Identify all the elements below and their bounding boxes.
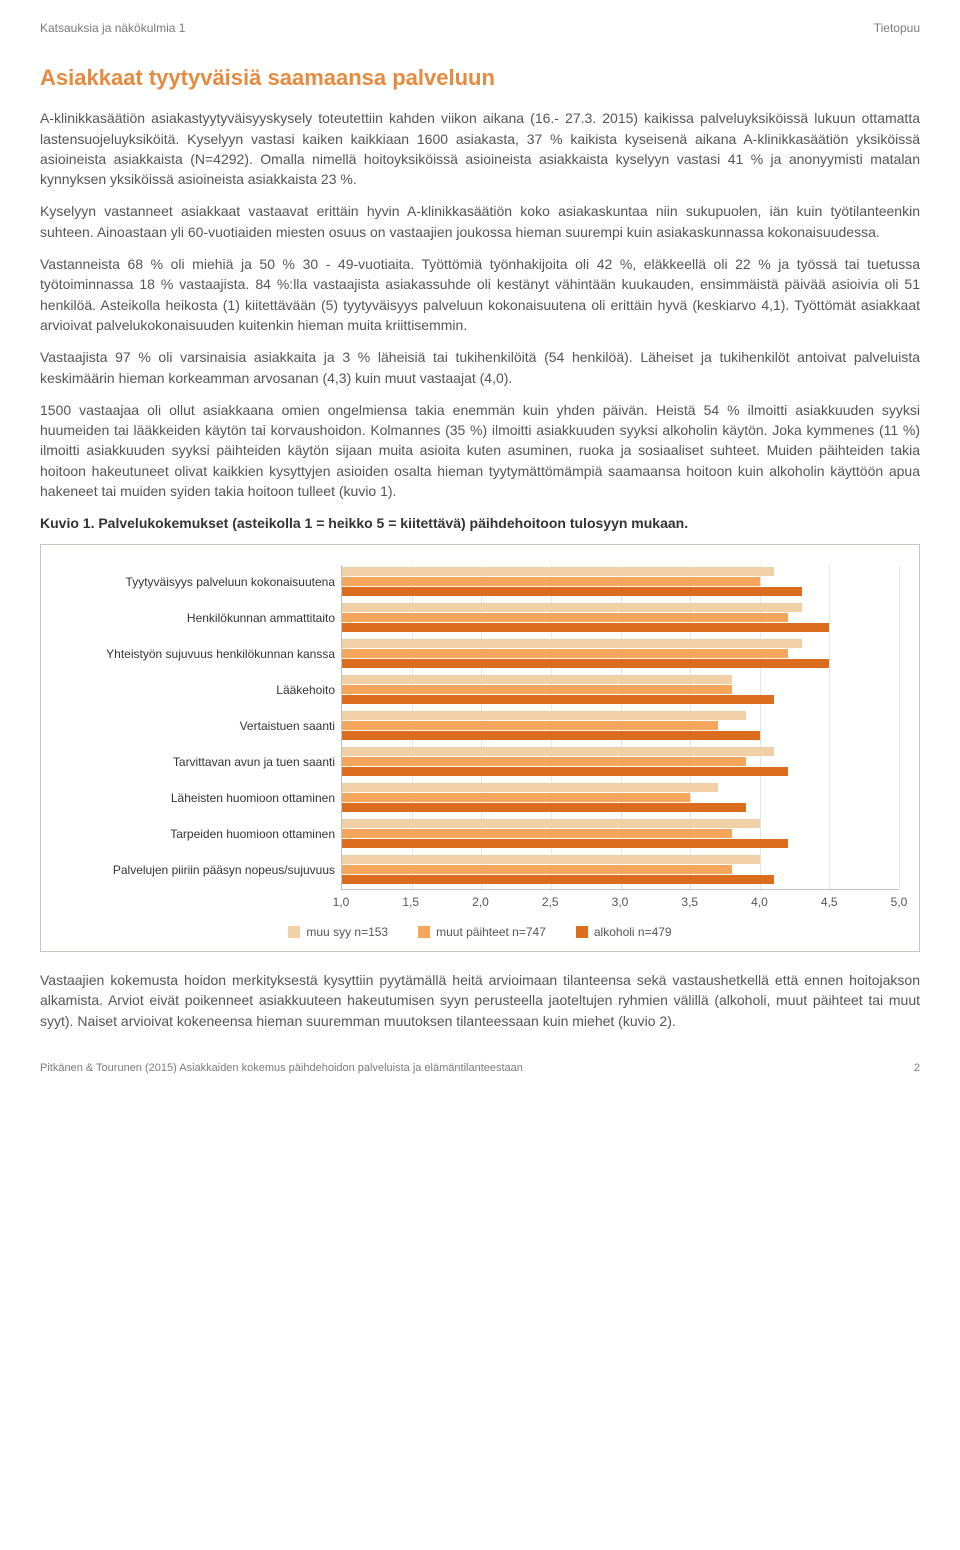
- footer-left: Pitkänen & Tourunen (2015) Asiakkaiden k…: [40, 1061, 523, 1077]
- x-axis-tick: 5,0: [891, 894, 908, 911]
- bar-muu: [342, 747, 774, 756]
- page-title: Asiakkaat tyytyväisiä saamaansa palveluu…: [40, 62, 920, 94]
- bar-alkoholi: [342, 623, 829, 632]
- header-right: Tietopuu: [874, 20, 920, 37]
- bar-paihteet: [342, 577, 760, 586]
- bar-muu: [342, 855, 760, 864]
- legend-label: alkoholi n=479: [594, 924, 672, 941]
- x-axis-tick: 2,5: [542, 894, 559, 911]
- paragraph: Vastaajista 97 % oli varsinaisia asiakka…: [40, 347, 920, 388]
- legend-label: muut päihteet n=747: [436, 924, 546, 941]
- bar-group: [342, 745, 899, 781]
- closing-paragraph: Vastaajien kokemusta hoidon merkityksest…: [40, 970, 920, 1031]
- bar-group: [342, 637, 899, 673]
- bar-group: [342, 781, 899, 817]
- legend-label: muu syy n=153: [306, 924, 388, 941]
- y-axis-labels: Tyytyväisyys palveluun kokonaisuutenaHen…: [61, 565, 341, 890]
- bar-alkoholi: [342, 767, 788, 776]
- bar-alkoholi: [342, 587, 802, 596]
- bar-alkoholi: [342, 695, 774, 704]
- bar-alkoholi: [342, 731, 760, 740]
- page-footer: Pitkänen & Tourunen (2015) Asiakkaiden k…: [40, 1061, 920, 1077]
- gridline: [899, 565, 900, 889]
- footer-page-number: 2: [914, 1061, 920, 1077]
- x-axis-tick: 3,5: [681, 894, 698, 911]
- bar-paihteet: [342, 829, 732, 838]
- bar-alkoholi: [342, 839, 788, 848]
- bar-paihteet: [342, 865, 732, 874]
- bar-muu: [342, 783, 718, 792]
- bar-alkoholi: [342, 803, 746, 812]
- y-axis-category-label: Läheisten huomioon ottaminen: [61, 781, 341, 817]
- bar-paihteet: [342, 613, 788, 622]
- bar-alkoholi: [342, 875, 774, 884]
- chart-area: Tyytyväisyys palveluun kokonaisuutenaHen…: [61, 565, 899, 890]
- bars-column: [341, 565, 899, 890]
- bar-group: [342, 709, 899, 745]
- y-axis-category-label: Vertaistuen saanti: [61, 709, 341, 745]
- top-header: Katsauksia ja näkökulmia 1 Tietopuu: [40, 20, 920, 37]
- legend-swatch: [576, 926, 588, 938]
- header-left: Katsauksia ja näkökulmia 1: [40, 20, 185, 37]
- bar-group: [342, 817, 899, 853]
- paragraph: Vastanneista 68 % oli miehiä ja 50 % 30 …: [40, 254, 920, 335]
- chart-legend: muu syy n=153 muut päihteet n=747 alkoholi…: [61, 924, 899, 941]
- x-axis-tick: 4,0: [751, 894, 768, 911]
- bar-paihteet: [342, 757, 746, 766]
- y-axis-category-label: Lääkehoito: [61, 673, 341, 709]
- bar-group: [342, 565, 899, 601]
- x-axis-tick: 1,0: [333, 894, 350, 911]
- bar-paihteet: [342, 721, 718, 730]
- bar-muu: [342, 603, 802, 612]
- bar-group: [342, 673, 899, 709]
- bar-alkoholi: [342, 659, 829, 668]
- bar-muu: [342, 675, 732, 684]
- chart-title: Kuvio 1. Palvelukokemukset (asteikolla 1…: [40, 513, 920, 533]
- legend-item: alkoholi n=479: [576, 924, 672, 941]
- paragraph: 1500 vastaajaa oli ollut asiakkaana omie…: [40, 400, 920, 501]
- legend-item: muu syy n=153: [288, 924, 388, 941]
- paragraph: Kyselyyn vastanneet asiakkaat vastaavat …: [40, 201, 920, 242]
- bar-group: [342, 853, 899, 889]
- bar-muu: [342, 819, 760, 828]
- y-axis-category-label: Henkilökunnan ammattitaito: [61, 601, 341, 637]
- paragraph: A-klinikkasäätiön asiakastyytyväisyyskys…: [40, 108, 920, 189]
- page: Katsauksia ja näkökulmia 1 Tietopuu Asia…: [0, 0, 960, 1097]
- y-axis-category-label: Palvelujen piiriin pääsyn nopeus/sujuvuu…: [61, 853, 341, 889]
- legend-swatch: [288, 926, 300, 938]
- bar-paihteet: [342, 685, 732, 694]
- x-axis-tick: 2,0: [472, 894, 489, 911]
- y-axis-category-label: Tarvittavan avun ja tuen saanti: [61, 745, 341, 781]
- bar-muu: [342, 639, 802, 648]
- bar-paihteet: [342, 793, 690, 802]
- legend-item: muut päihteet n=747: [418, 924, 546, 941]
- x-axis-tick: 3,0: [612, 894, 629, 911]
- y-axis-category-label: Tarpeiden huomioon ottaminen: [61, 817, 341, 853]
- legend-swatch: [418, 926, 430, 938]
- bar-muu: [342, 567, 774, 576]
- x-axis: 1,01,52,02,53,03,54,04,55,0: [341, 894, 899, 914]
- y-axis-category-label: Yhteistyön sujuvuus henkilökunnan kanssa: [61, 637, 341, 673]
- bar-muu: [342, 711, 746, 720]
- x-axis-tick: 4,5: [821, 894, 838, 911]
- bar-group: [342, 601, 899, 637]
- chart-frame: Tyytyväisyys palveluun kokonaisuutenaHen…: [40, 544, 920, 952]
- bar-paihteet: [342, 649, 788, 658]
- x-axis-tick: 1,5: [402, 894, 419, 911]
- y-axis-category-label: Tyytyväisyys palveluun kokonaisuutena: [61, 565, 341, 601]
